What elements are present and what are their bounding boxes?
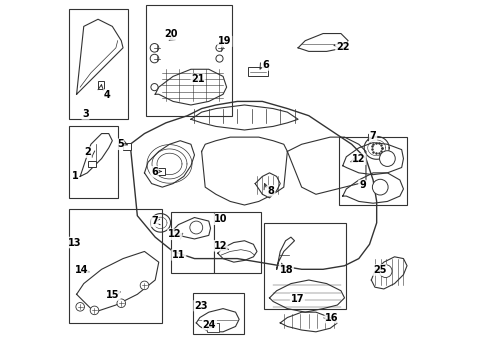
- Circle shape: [372, 179, 387, 195]
- Circle shape: [189, 221, 203, 234]
- Circle shape: [216, 55, 223, 62]
- Circle shape: [117, 299, 125, 307]
- Text: 6: 6: [151, 167, 158, 177]
- Circle shape: [216, 44, 223, 51]
- Text: 16: 16: [325, 312, 338, 323]
- Text: 2: 2: [84, 147, 91, 157]
- Bar: [206, 323, 219, 332]
- Text: 14: 14: [74, 265, 88, 275]
- Bar: [146, 5, 231, 116]
- Text: 11: 11: [172, 250, 185, 260]
- Text: 4: 4: [103, 90, 110, 100]
- Bar: [98, 81, 104, 89]
- Circle shape: [150, 44, 159, 52]
- Text: 7: 7: [151, 216, 158, 226]
- Text: 15: 15: [106, 290, 120, 300]
- Circle shape: [140, 281, 148, 290]
- Text: 17: 17: [290, 294, 304, 304]
- Text: 8: 8: [267, 186, 274, 196]
- Text: 25: 25: [372, 265, 386, 275]
- Circle shape: [378, 265, 391, 278]
- Text: 12: 12: [168, 229, 181, 239]
- Bar: [264, 223, 346, 309]
- Text: 6: 6: [262, 60, 269, 70]
- Circle shape: [151, 84, 158, 91]
- Bar: [88, 161, 96, 167]
- Bar: [214, 212, 260, 273]
- Text: 12: 12: [351, 154, 365, 164]
- Text: 20: 20: [164, 29, 178, 39]
- Circle shape: [379, 151, 394, 166]
- Text: 3: 3: [82, 109, 89, 119]
- Text: 12: 12: [213, 241, 226, 251]
- Text: 13: 13: [68, 238, 81, 248]
- Bar: [157, 168, 164, 175]
- Text: 24: 24: [203, 320, 216, 330]
- Text: 1: 1: [71, 171, 78, 181]
- Text: 23: 23: [194, 301, 207, 311]
- Text: 19: 19: [218, 36, 231, 46]
- Text: 5: 5: [117, 139, 123, 149]
- Text: 21: 21: [191, 74, 204, 84]
- Circle shape: [90, 306, 99, 315]
- Bar: [247, 67, 267, 76]
- Text: 22: 22: [335, 42, 349, 52]
- Bar: [69, 208, 162, 323]
- Text: 10: 10: [213, 214, 226, 224]
- Bar: [69, 126, 118, 198]
- Bar: [69, 9, 128, 119]
- Circle shape: [150, 54, 159, 63]
- Bar: [339, 137, 406, 205]
- Bar: [123, 143, 131, 150]
- Text: 9: 9: [358, 180, 365, 190]
- Text: 18: 18: [279, 265, 292, 275]
- Bar: [171, 212, 214, 273]
- Circle shape: [76, 302, 84, 311]
- Text: 7: 7: [369, 131, 376, 141]
- Bar: [192, 293, 244, 334]
